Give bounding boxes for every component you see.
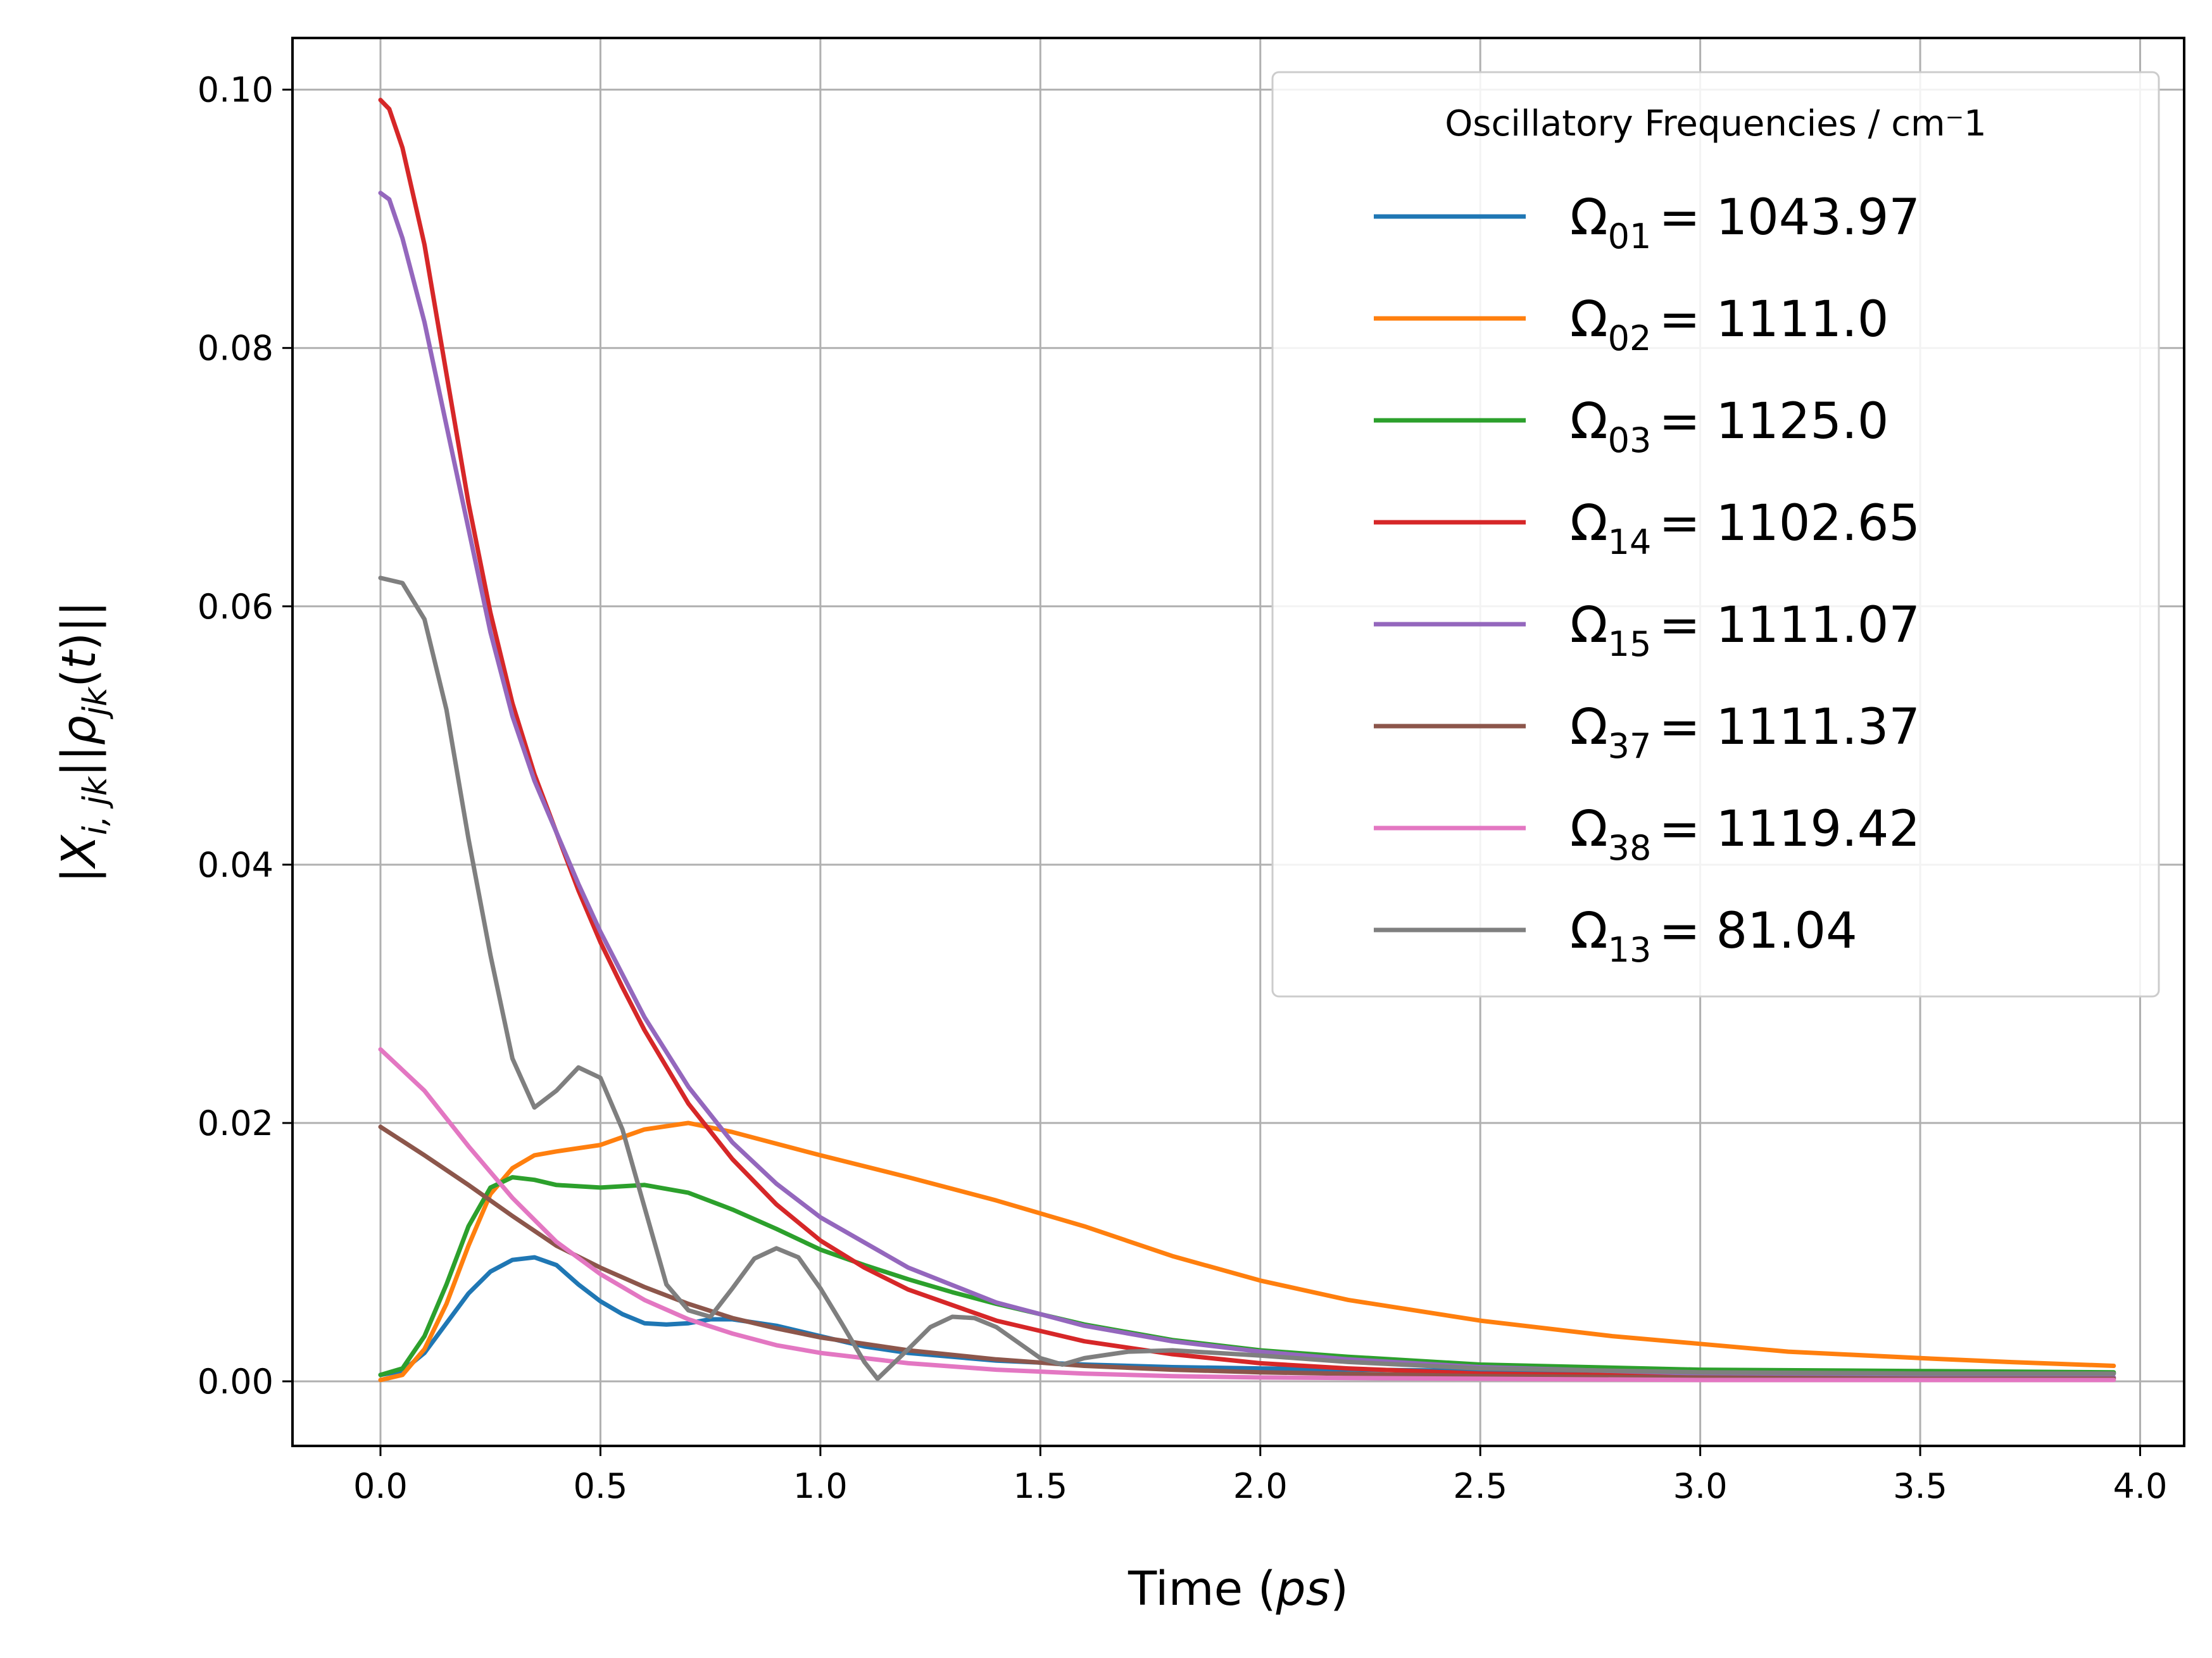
legend-entry-15: Ω15 = 1111.07 bbox=[1374, 597, 1920, 664]
y-tick-label: 0.08 bbox=[198, 329, 273, 368]
y-tick-label: 0.02 bbox=[198, 1103, 273, 1143]
series-layer bbox=[378, 97, 2116, 1383]
legend-entry-03: Ω03 = 1125.0 bbox=[1374, 393, 1888, 460]
plot-frame bbox=[291, 37, 2185, 1447]
legend-label: Ω03 = 1125.0 bbox=[1570, 393, 1888, 460]
legend-entry-38: Ω38 = 1119.42 bbox=[1374, 801, 1920, 868]
legend-entry-14: Ω14 = 1102.65 bbox=[1374, 495, 1920, 562]
x-tick-label: 3.0 bbox=[1673, 1466, 1728, 1506]
legend-label: Ω15 = 1111.07 bbox=[1570, 597, 1920, 664]
legend-entry-37: Ω37 = 1111.37 bbox=[1374, 699, 1920, 766]
series-line-37 bbox=[378, 1124, 2116, 1381]
x-tick-label: 0.5 bbox=[573, 1466, 627, 1506]
y-tick-label: 0.00 bbox=[198, 1362, 273, 1402]
legend-box bbox=[1271, 71, 2160, 998]
x-tick-label: 2.5 bbox=[1453, 1466, 1507, 1506]
series-line-38 bbox=[378, 1047, 2116, 1383]
x-axis-label: Time (ps) bbox=[1128, 1562, 1348, 1616]
x-tick-label: 4.0 bbox=[2113, 1466, 2168, 1506]
legend-label: Ω38 = 1119.42 bbox=[1570, 801, 1920, 868]
x-tick-label: 1.5 bbox=[1013, 1466, 1067, 1506]
legend-title: Oscillatory Frequencies / cm⁻1 bbox=[1445, 103, 1987, 144]
legend: Oscillatory Frequencies / cm⁻1 Ω01 = 1043… bbox=[1271, 71, 2160, 998]
legend-entry-13: Ω13 = 81.04 bbox=[1374, 903, 1857, 970]
y-tick-label: 0.10 bbox=[198, 70, 273, 110]
legend-entry-02: Ω02 = 1111.0 bbox=[1374, 291, 1888, 358]
x-tick-label: 0.0 bbox=[353, 1466, 408, 1506]
series-line-15 bbox=[378, 191, 2116, 1380]
x-tick-label: 3.5 bbox=[1893, 1466, 1947, 1506]
x-axis: 0.0 0.5 1.0 1.5 2.0 2.5 3.0 3.5 4.0 bbox=[353, 1446, 2167, 1506]
legend-label: Ω02 = 1111.0 bbox=[1570, 291, 1888, 358]
legend-label: Ω14 = 1102.65 bbox=[1570, 495, 1920, 562]
legend-label: Ω13 = 81.04 bbox=[1570, 903, 1857, 970]
series-line-01 bbox=[378, 1255, 2116, 1378]
y-axis: 0.00 0.02 0.04 0.06 0.08 0.10 bbox=[198, 70, 292, 1402]
y-tick-label: 0.04 bbox=[198, 845, 273, 885]
legend-entry-01: Ω01 = 1043.97 bbox=[1374, 189, 1920, 256]
legend-entries: Ω01 = 1043.97 Ω02 = 1111.0 Ω03 = 1125.0 Ω14 = 1… bbox=[1374, 189, 1920, 970]
x-tick-label: 2.0 bbox=[1233, 1466, 1288, 1506]
legend-label: Ω37 = 1111.37 bbox=[1570, 699, 1920, 766]
y-axis-label: |Xi, jk||ρjk(t)|| bbox=[52, 601, 115, 883]
series-line-02 bbox=[378, 1121, 2116, 1383]
x-tick-label: 1.0 bbox=[793, 1466, 848, 1506]
legend-label: Ω01 = 1043.97 bbox=[1570, 189, 1920, 256]
y-tick-label: 0.06 bbox=[198, 587, 273, 627]
series-line-14 bbox=[378, 97, 2116, 1380]
series-line-13 bbox=[378, 575, 2116, 1381]
